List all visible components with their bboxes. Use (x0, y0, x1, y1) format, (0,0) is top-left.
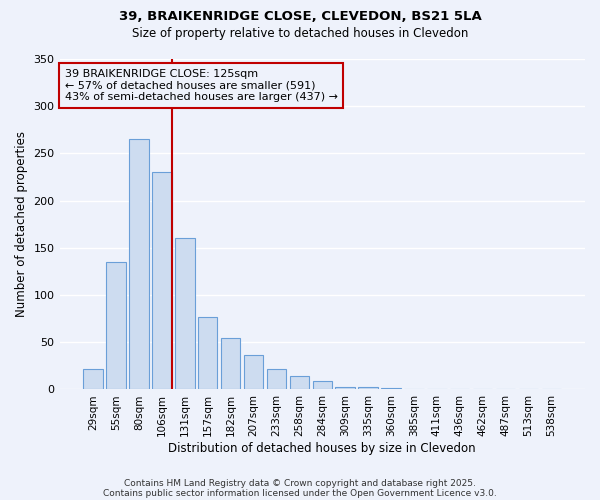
Bar (175, 238, 194, 390)
Text: 39, BRAIKENRIDGE CLOSE, CLEVEDON, BS21 5LA: 39, BRAIKENRIDGE CLOSE, CLEVEDON, BS21 5… (119, 10, 481, 23)
Bar (335, 386, 355, 390)
Text: Size of property relative to detached houses in Clevedon: Size of property relative to detached ho… (132, 28, 468, 40)
Bar (267, 368, 286, 390)
Text: 39 BRAIKENRIDGE CLOSE: 125sqm
← 57% of detached houses are smaller (591)
43% of : 39 BRAIKENRIDGE CLOSE: 125sqm ← 57% of d… (65, 69, 338, 102)
Bar (290, 376, 309, 390)
Bar (473, 388, 493, 390)
X-axis label: Distribution of detached houses by size in Clevedon: Distribution of detached houses by size … (169, 442, 476, 455)
Bar (542, 388, 561, 390)
Bar (244, 354, 263, 390)
Text: Contains HM Land Registry data © Crown copyright and database right 2025.: Contains HM Land Registry data © Crown c… (124, 478, 476, 488)
Text: Contains public sector information licensed under the Open Government Licence v3: Contains public sector information licen… (103, 488, 497, 498)
Bar (381, 388, 401, 390)
Bar (427, 388, 446, 390)
Bar (404, 388, 424, 390)
Y-axis label: Number of detached properties: Number of detached properties (15, 131, 28, 317)
Bar (519, 388, 538, 390)
Bar (358, 386, 378, 390)
Bar (106, 262, 126, 390)
Bar (83, 368, 103, 390)
Bar (221, 338, 241, 390)
Bar (198, 317, 217, 390)
Bar (450, 388, 469, 390)
Bar (152, 172, 172, 390)
Bar (313, 381, 332, 390)
Bar (129, 140, 149, 390)
